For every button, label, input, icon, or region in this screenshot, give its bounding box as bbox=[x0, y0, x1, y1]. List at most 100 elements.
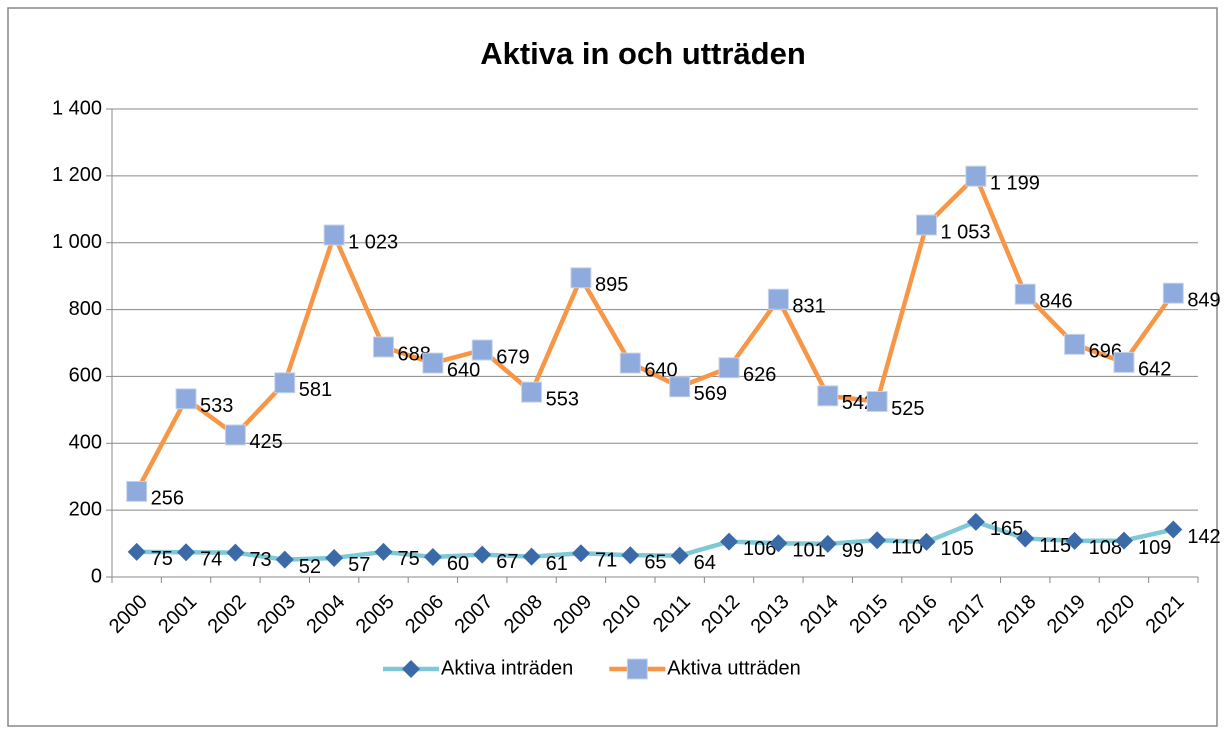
data-label: 101 bbox=[792, 540, 825, 562]
data-point bbox=[522, 547, 541, 566]
data-point bbox=[818, 534, 837, 553]
data-point bbox=[473, 545, 492, 564]
data-label: 57 bbox=[348, 554, 370, 576]
legend-marker bbox=[626, 658, 648, 680]
data-label: 849 bbox=[1187, 289, 1220, 311]
series-line bbox=[136, 519, 1174, 562]
data-point bbox=[373, 336, 394, 358]
data-point bbox=[965, 165, 987, 187]
data-label: 99 bbox=[842, 540, 864, 562]
data-label: 165 bbox=[990, 518, 1023, 540]
data-label: 71 bbox=[595, 550, 617, 572]
data-label: 73 bbox=[249, 549, 271, 571]
data-point bbox=[177, 543, 196, 562]
legend-marker bbox=[402, 660, 420, 678]
data-label: 1 053 bbox=[941, 221, 991, 243]
data-point bbox=[1162, 282, 1184, 304]
y-tick-label: 1 200 bbox=[52, 164, 102, 186]
chart-title: Aktiva in och utträden bbox=[480, 36, 806, 71]
data-label: 75 bbox=[398, 548, 420, 570]
data-point bbox=[224, 424, 246, 446]
chart-border bbox=[7, 7, 1218, 727]
data-point bbox=[916, 214, 937, 236]
data-point bbox=[127, 542, 146, 561]
data-label: 895 bbox=[595, 274, 628, 296]
legend-label: Aktiva utträden bbox=[667, 657, 800, 679]
data-label: 52 bbox=[299, 556, 321, 578]
legend-label: Aktiva inträden bbox=[441, 657, 573, 679]
data-point bbox=[274, 372, 296, 394]
data-point bbox=[521, 381, 543, 403]
data-label: 105 bbox=[941, 538, 974, 560]
data-label: 61 bbox=[546, 553, 568, 575]
data-label: 75 bbox=[151, 548, 173, 570]
y-tick-label: 0 bbox=[91, 565, 102, 587]
data-point bbox=[570, 267, 592, 289]
data-point bbox=[323, 224, 345, 246]
data-point bbox=[670, 546, 689, 565]
data-label: 626 bbox=[743, 364, 776, 386]
data-label: 60 bbox=[447, 553, 469, 575]
legend-item: Aktiva inträden bbox=[383, 657, 573, 679]
data-label: 525 bbox=[891, 398, 924, 420]
data-point bbox=[1114, 531, 1133, 550]
data-label: 110 bbox=[891, 537, 923, 559]
y-tick-label: 1 400 bbox=[52, 97, 102, 119]
data-point bbox=[767, 288, 789, 310]
data-point bbox=[1064, 333, 1086, 355]
data-point bbox=[1065, 531, 1084, 550]
data-label: 1 023 bbox=[348, 231, 398, 253]
data-label: 67 bbox=[496, 551, 518, 573]
legend-item: Aktiva utträden bbox=[609, 657, 801, 680]
data-point bbox=[1164, 520, 1183, 539]
data-label: 1 199 bbox=[990, 172, 1040, 194]
data-label: 74 bbox=[200, 549, 222, 571]
data-point bbox=[571, 544, 590, 563]
data-label: 425 bbox=[249, 431, 282, 453]
data-point bbox=[866, 391, 888, 412]
data-label: 108 bbox=[1089, 537, 1122, 559]
data-label: 533 bbox=[200, 395, 233, 417]
data-point bbox=[471, 339, 493, 361]
data-point bbox=[126, 480, 148, 502]
data-label: 640 bbox=[447, 359, 480, 381]
data-point bbox=[1014, 283, 1036, 305]
data-label: 553 bbox=[546, 388, 579, 410]
data-label: 642 bbox=[1138, 359, 1171, 381]
data-label: 106 bbox=[743, 538, 776, 560]
data-label: 831 bbox=[792, 295, 825, 317]
data-point bbox=[621, 546, 640, 565]
data-label: 64 bbox=[694, 552, 716, 574]
data-point bbox=[325, 548, 344, 567]
y-tick-label: 200 bbox=[69, 498, 102, 520]
y-tick-label: 600 bbox=[69, 365, 102, 387]
data-label: 256 bbox=[151, 488, 184, 510]
data-label: 846 bbox=[1039, 290, 1072, 312]
data-point bbox=[718, 357, 740, 379]
y-tick-label: 400 bbox=[69, 432, 102, 454]
data-label: 109 bbox=[1138, 537, 1171, 559]
data-point bbox=[175, 388, 197, 410]
series-line bbox=[134, 173, 1176, 493]
data-point bbox=[374, 542, 393, 561]
y-tick-label: 800 bbox=[69, 298, 102, 320]
data-point bbox=[226, 543, 245, 562]
data-label: 569 bbox=[694, 383, 727, 405]
y-tick-label: 1 000 bbox=[52, 231, 102, 253]
data-label: 65 bbox=[644, 552, 666, 574]
data-label: 142 bbox=[1187, 526, 1220, 548]
data-point bbox=[769, 534, 788, 553]
data-point bbox=[275, 550, 294, 569]
data-point bbox=[868, 531, 887, 550]
data-point bbox=[669, 376, 691, 398]
data-point bbox=[966, 512, 985, 531]
data-point bbox=[1113, 351, 1135, 373]
data-label: 115 bbox=[1039, 535, 1071, 557]
data-point bbox=[1016, 529, 1035, 548]
data-point bbox=[422, 352, 444, 374]
data-label: 581 bbox=[299, 379, 332, 401]
data-label: 679 bbox=[496, 346, 529, 368]
data-point bbox=[423, 547, 442, 566]
data-point bbox=[619, 352, 641, 374]
